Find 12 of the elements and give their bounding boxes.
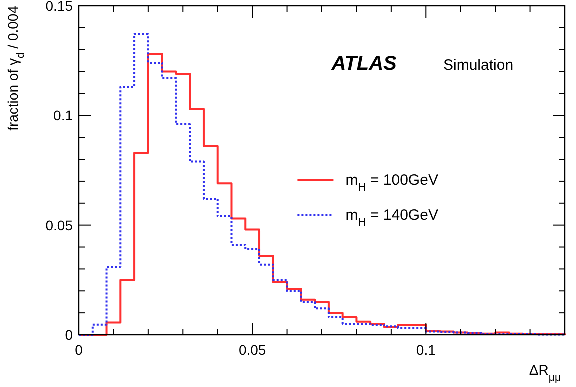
x-axis-title: ΔR$_{μμ}$: [529, 362, 561, 384]
y-tick-label: 0: [65, 327, 74, 343]
y-tick-label: 0.05: [46, 217, 74, 234]
legend-label: m$_{H}$ = 140GeV: [346, 207, 438, 229]
annotation: Simulation: [444, 57, 514, 74]
x-tick-label: 0.1: [416, 342, 436, 358]
y-tick-label: 0.15: [46, 0, 74, 14]
legend-label: m$_{H}$ = 100GeV: [346, 172, 438, 194]
x-tick-label: 0: [75, 342, 84, 358]
annotation: ATLAS: [330, 53, 398, 75]
y-tick-label: 0.1: [54, 108, 74, 124]
x-tick-label: 0.05: [238, 342, 266, 358]
